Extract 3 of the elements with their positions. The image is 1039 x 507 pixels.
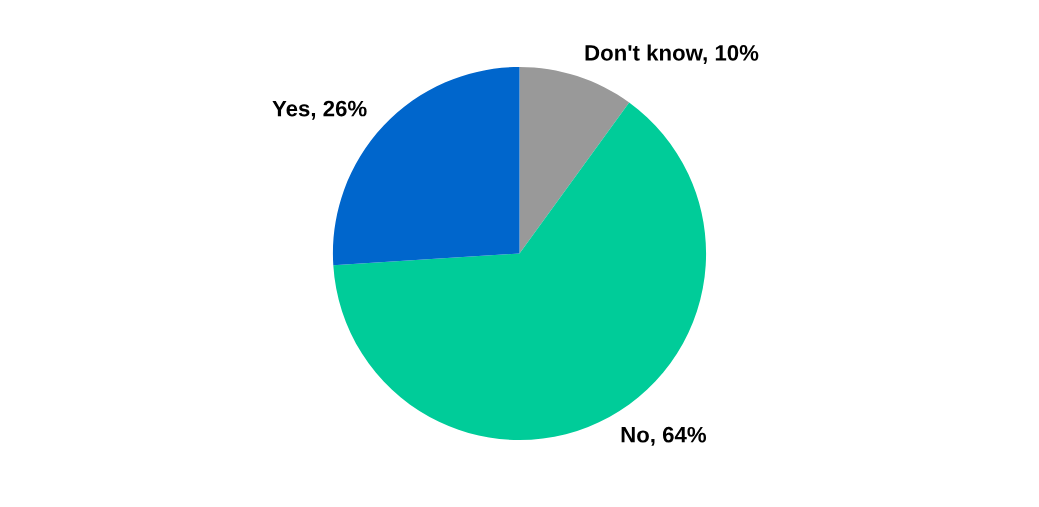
slice-label: Don't know, 10% [585, 44, 759, 64]
slice-label: Yes, 26% [272, 100, 367, 120]
slice-label: No, 64% [621, 426, 707, 446]
